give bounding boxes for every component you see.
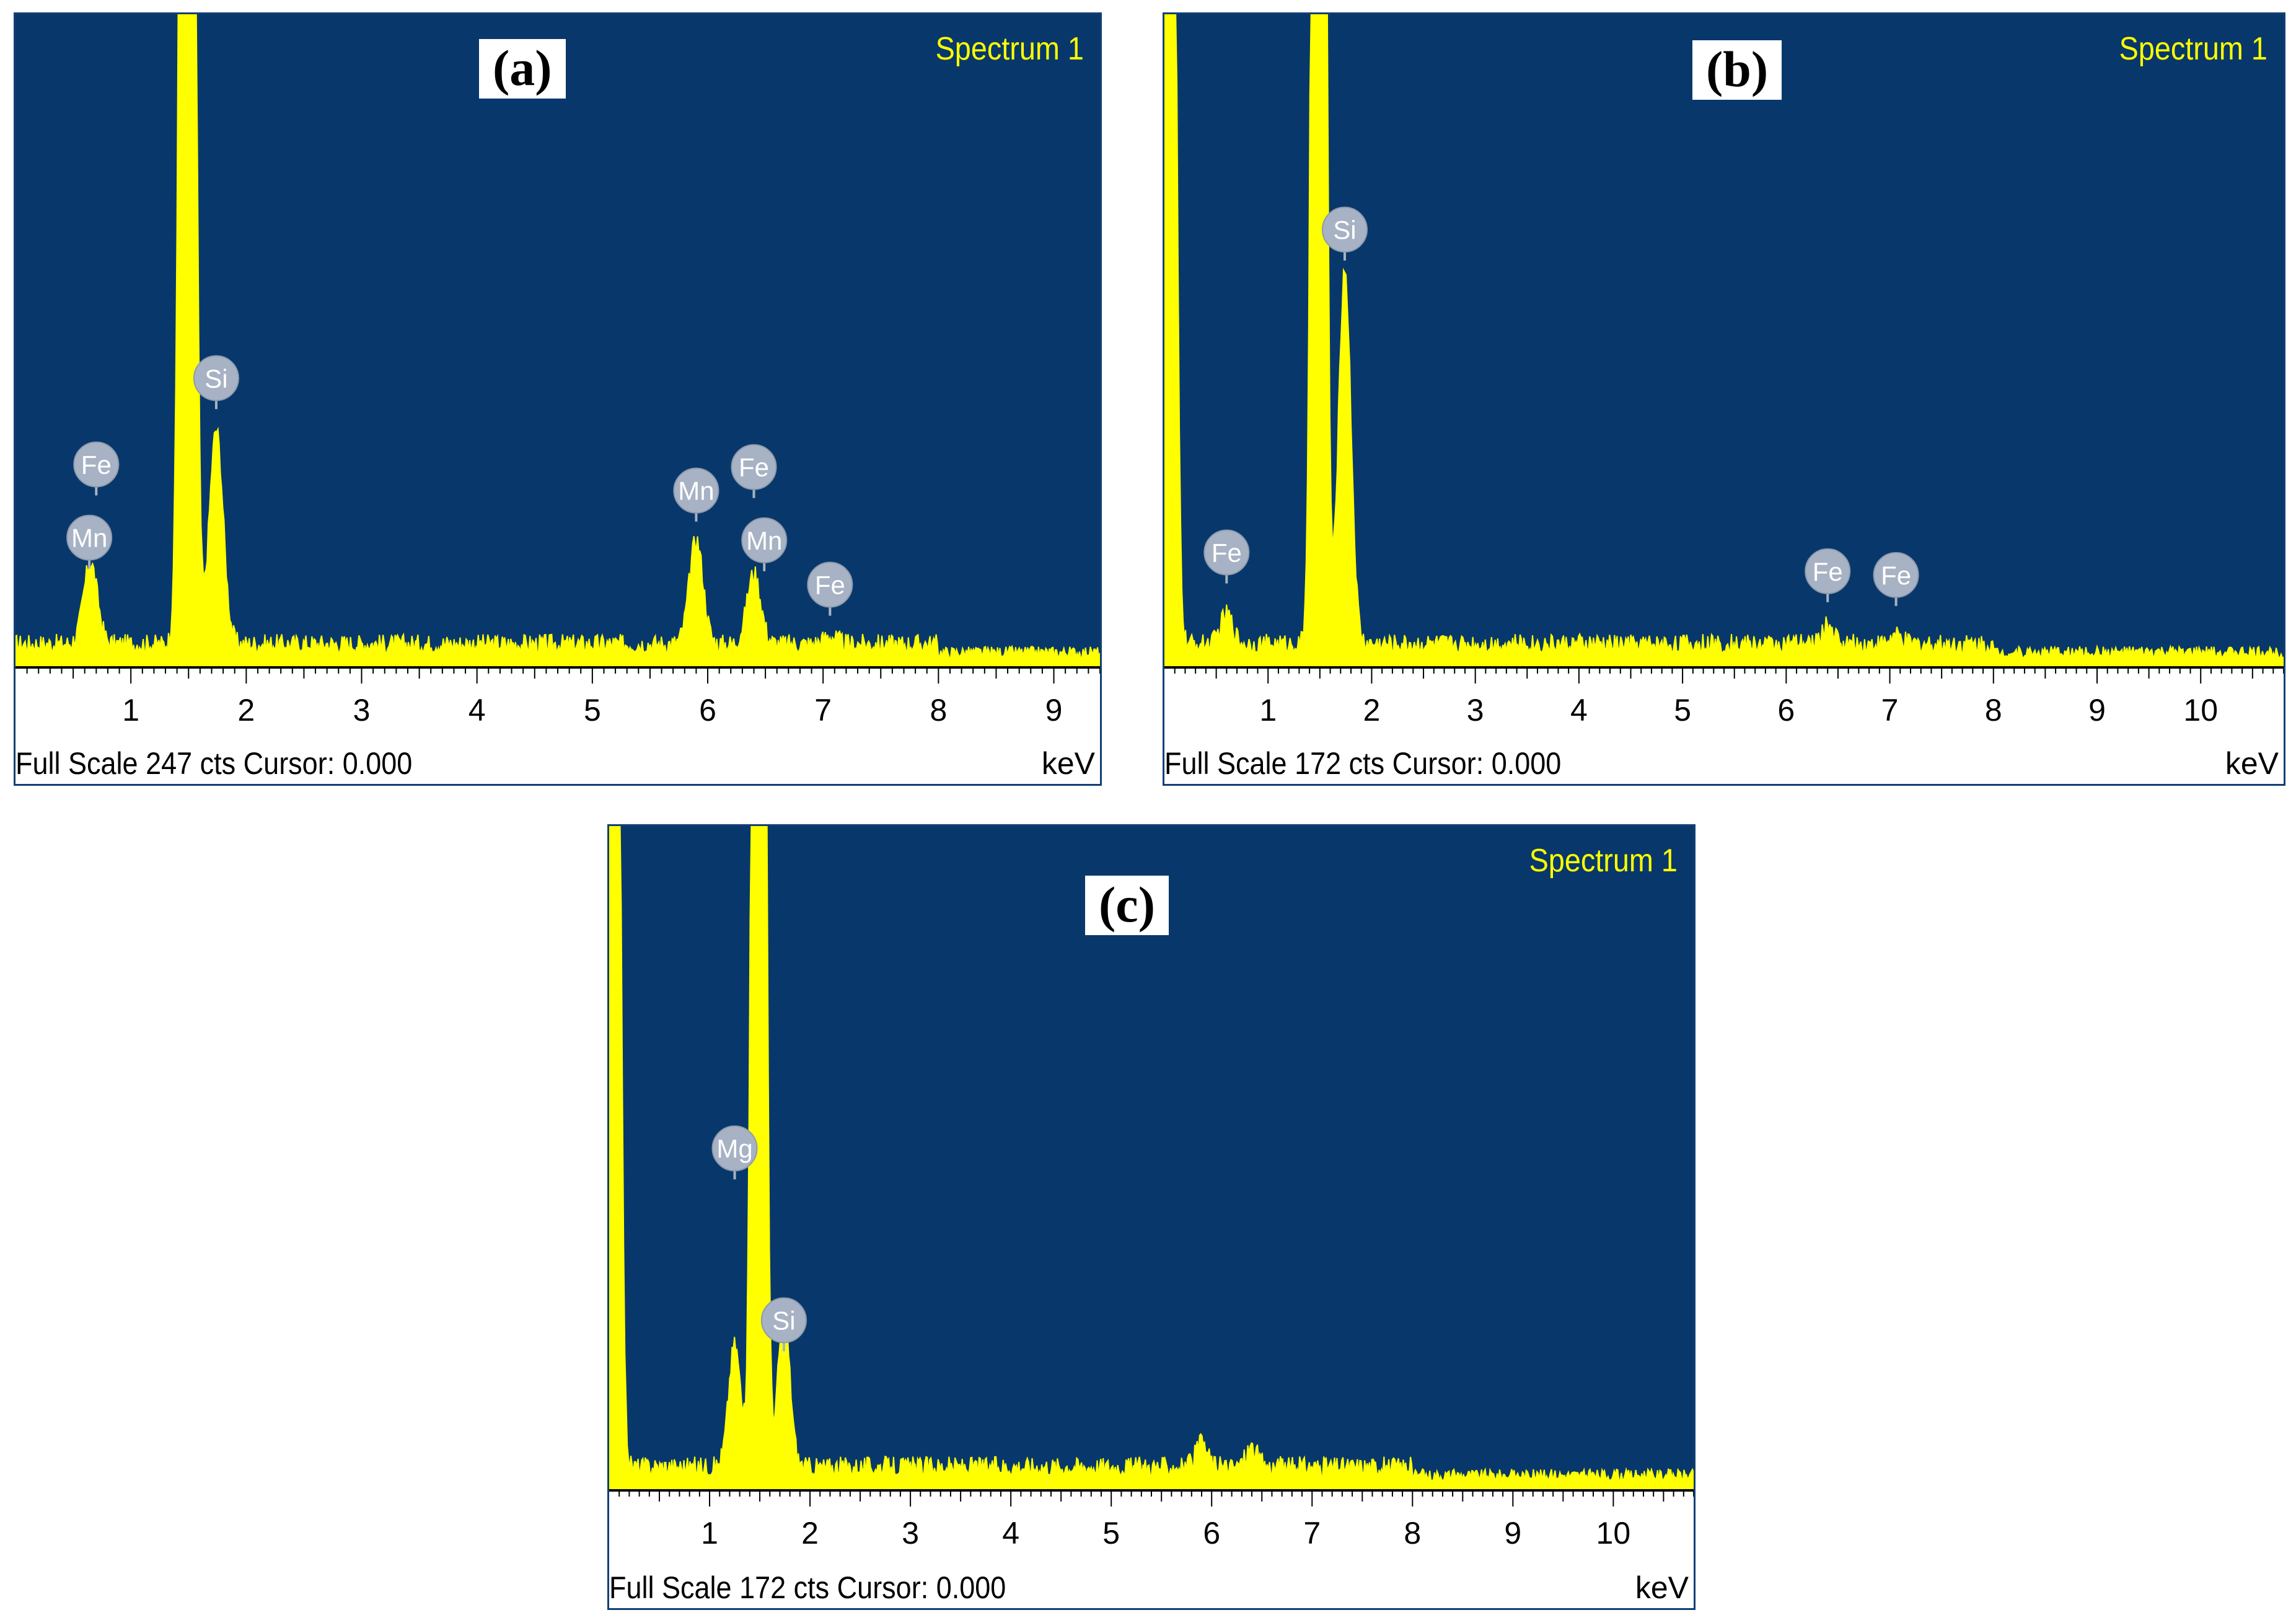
x-axis: 1 2 3 4 5 6 7 8 9 10 — [609, 1489, 1694, 1550]
full-scale-readout: Full Scale 247 cts Cursor: 0.000 — [15, 746, 413, 781]
tick-label: 4 — [468, 693, 486, 728]
tick-label: 7 — [1881, 693, 1899, 728]
panel-letter: (b) — [1692, 40, 1782, 100]
tick-label: 7 — [814, 693, 832, 728]
tick-label: 4 — [1570, 693, 1588, 728]
tick-label: 1 — [122, 693, 139, 728]
tick-label: 8 — [930, 693, 947, 728]
full-scale-readout: Full Scale 172 cts Cursor: 0.000 — [609, 1570, 1006, 1605]
tick-label: 3 — [1467, 693, 1484, 728]
tick-label: 1 — [1259, 693, 1277, 728]
svg-text:Fe: Fe — [1881, 561, 1911, 590]
plot-area: AlSiFeFeFe Spectrum 1 (b) — [1164, 14, 2284, 666]
tick-label: 2 — [801, 1516, 819, 1550]
svg-text:Si: Si — [772, 1306, 795, 1335]
element-marker-si: Si — [760, 1297, 807, 1352]
spectrum-series — [15, 14, 1100, 666]
spectrum-panel-a: MnFeAlSiMnFeMnFe Spectrum 1 (a) 12345678… — [14, 12, 1102, 786]
unit-label: keV — [2225, 746, 2279, 781]
axis-area: 1 2 3 4 5 6 7 8 9 Full Scale 247 cts Cursor: 0.0… — [15, 666, 1100, 784]
tick-label: 3 — [902, 1516, 919, 1550]
tick-label: 6 — [1203, 1516, 1220, 1550]
svg-text:Mn: Mn — [678, 477, 714, 506]
x-axis: 1 2 3 4 5 6 7 8 9 — [15, 666, 1100, 728]
axis-area: 1 2 3 4 5 6 7 8 9 10 Full Scale 172 cts Cursor: 0… — [609, 1489, 1694, 1608]
tick-label: 2 — [1363, 693, 1381, 728]
x-axis: 1 2 3 4 5 6 7 8 9 10 — [1164, 666, 2284, 728]
svg-text:Mn: Mn — [746, 526, 782, 555]
full-scale-readout: Full Scale 172 cts Cursor: 0.000 — [1164, 746, 1562, 781]
element-marker-fe: Fe — [73, 441, 120, 496]
tick-label: 8 — [1404, 1516, 1421, 1550]
svg-text:Fe: Fe — [81, 450, 112, 479]
tick-label: 1 — [701, 1516, 718, 1550]
tick-label: 2 — [237, 693, 255, 728]
spectrum-chart: MnFeAlSiMnFeMnFe — [15, 14, 1100, 666]
svg-text:Fe: Fe — [1212, 538, 1242, 567]
svg-text:Fe: Fe — [815, 571, 845, 600]
tick-label: 4 — [1002, 1516, 1019, 1550]
element-marker-mg: Mg — [711, 1125, 758, 1180]
tick-label: 7 — [1303, 1516, 1321, 1550]
tick-label: 9 — [1504, 1516, 1521, 1550]
element-marker-fe: Fe — [1203, 529, 1250, 584]
element-marker-mn: Mn — [66, 514, 113, 569]
svg-text:Mg: Mg — [716, 1134, 752, 1163]
axis-area: 1 2 3 4 5 6 7 8 9 10 Full Scale 172 cts Cursor: 0… — [1164, 666, 2284, 784]
element-marker-si: Si — [193, 355, 239, 410]
tick-label: 9 — [1045, 693, 1063, 728]
spectrum-label: Spectrum 1 — [1529, 843, 1678, 879]
panel-letter: (c) — [1085, 876, 1169, 935]
spectrum-label: Spectrum 1 — [2119, 31, 2267, 67]
tick-label: 3 — [353, 693, 371, 728]
tick-label: 5 — [1102, 1516, 1120, 1550]
element-marker-mn: Mn — [673, 467, 719, 522]
element-marker-si: Si — [1321, 206, 1368, 261]
unit-label: keV — [1635, 1570, 1689, 1605]
element-marker-fe: Fe — [731, 444, 777, 498]
spectrum-label: Spectrum 1 — [935, 31, 1084, 67]
tick-label: 5 — [584, 693, 601, 728]
tick-label: 8 — [1985, 693, 2002, 728]
element-marker-fe: Fe — [1805, 548, 1851, 602]
element-marker-fe: Fe — [1873, 552, 1919, 606]
svg-text:Fe: Fe — [739, 453, 769, 482]
tick-label: 10 — [1596, 1516, 1631, 1550]
svg-text:Si: Si — [205, 364, 227, 393]
svg-text:Mn: Mn — [71, 524, 107, 553]
spectrum-chart: AlMgSi — [609, 826, 1694, 1489]
tick-label: 6 — [1777, 693, 1795, 728]
svg-text:Fe: Fe — [1813, 557, 1843, 586]
tick-label: 6 — [699, 693, 716, 728]
plot-area: AlMgSi Spectrum 1 (c) — [609, 826, 1694, 1489]
spectrum-series — [1164, 14, 2284, 666]
panel-letter: (a) — [479, 39, 566, 99]
tick-label: 5 — [1674, 693, 1691, 728]
spectrum-series — [609, 826, 1694, 1489]
tick-label: 9 — [2088, 693, 2106, 728]
spectrum-chart: AlSiFeFeFe — [1164, 14, 2284, 666]
element-marker-mn: Mn — [741, 517, 788, 571]
plot-area: MnFeAlSiMnFeMnFe Spectrum 1 (a) — [15, 14, 1100, 666]
element-marker-fe: Fe — [807, 561, 853, 616]
tick-label: 10 — [2183, 693, 2218, 728]
svg-text:Si: Si — [1333, 215, 1356, 244]
unit-label: keV — [1041, 746, 1095, 781]
